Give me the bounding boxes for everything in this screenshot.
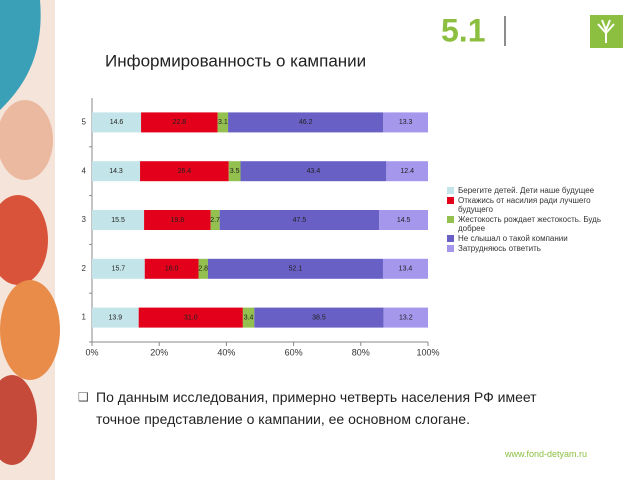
value-label: 13.2 [399, 314, 413, 321]
bar-segment [383, 112, 428, 133]
value-label: 38.5 [312, 314, 326, 321]
value-label: 52.1 [289, 266, 303, 273]
value-label: 3.1 [218, 119, 228, 126]
bar-segment [217, 112, 229, 133]
y-tick-label: 1 [82, 313, 87, 322]
bar-segment [383, 307, 428, 328]
legend-swatch [447, 216, 454, 223]
y-tick-label: 2 [82, 264, 87, 273]
x-tick-label: 80% [352, 347, 370, 357]
value-label: 16.0 [165, 266, 179, 273]
bar-segment [144, 210, 211, 230]
x-tick-label: 60% [285, 347, 303, 357]
value-label: 19.8 [171, 217, 185, 224]
legend-item: Не слышал о такой компании [447, 234, 627, 243]
value-label: 14.6 [110, 119, 124, 126]
bar-segment [92, 161, 141, 182]
legend-item: Жестокость рождает жестокость. Будь добр… [447, 215, 627, 233]
bullet-text: По данным исследования, примерно четверт… [78, 386, 576, 430]
value-label: 12.4 [400, 168, 414, 175]
legend-item: Затрудняюсь ответить [447, 244, 627, 253]
slide-number: 5.1 [441, 12, 485, 48]
legend-item: Откажись от насилия ради лучшего будущег… [447, 196, 627, 214]
legend-label: Откажись от насилия ради лучшего будущег… [458, 196, 591, 214]
legend: Берегите детей. Дети наше будущее Откажис… [447, 186, 627, 254]
value-label: 46.2 [299, 119, 313, 126]
value-label: 14.3 [109, 168, 123, 175]
value-label: 13.9 [109, 314, 123, 321]
x-tick-label: 0% [85, 347, 98, 357]
bar-segment [198, 258, 208, 279]
legend-label: Берегите детей. Дети наше будущее [458, 186, 595, 195]
bar-segment [254, 307, 384, 328]
bar-segment [92, 258, 145, 279]
value-label: 15.5 [111, 217, 125, 224]
value-label: 2.8 [198, 266, 208, 273]
legend-swatch [447, 197, 454, 204]
y-tick-label: 3 [82, 215, 87, 224]
value-label: 31.0 [184, 314, 198, 321]
footer-url: www.fond-detyam.ru [505, 449, 588, 459]
bar-segment [382, 258, 428, 279]
bar-segment [228, 112, 384, 133]
legend-label: Не слышал о такой компании [458, 234, 568, 243]
bar-segment [210, 210, 220, 230]
value-label: 22.8 [173, 119, 187, 126]
legend-label: Жестокость рождает жестокость. Будь добр… [458, 215, 601, 233]
y-tick-label: 4 [82, 166, 87, 175]
bar-segment [228, 161, 241, 182]
bar-segment [92, 210, 145, 230]
legend-label: Затрудняюсь ответить [458, 244, 541, 253]
bar-segment [207, 258, 383, 279]
legend-swatch [447, 235, 454, 242]
decor-photo [0, 0, 60, 480]
bar-segment [242, 307, 255, 328]
value-label: 15.7 [112, 266, 126, 273]
bar-segment [379, 210, 428, 230]
bar-segment [140, 161, 229, 182]
value-label: 3.5 [230, 168, 240, 175]
value-label: 13.3 [399, 119, 413, 126]
x-tick-label: 40% [217, 347, 235, 357]
legend-item: Берегите детей. Дети наше будущее [447, 186, 627, 195]
legend-swatch [447, 245, 454, 252]
bar-segment [386, 161, 428, 182]
bar-segment [92, 112, 142, 133]
bar-segment [138, 307, 243, 328]
value-label: 13.4 [399, 266, 413, 273]
bar-segment [92, 307, 139, 328]
value-label: 14.5 [397, 217, 411, 224]
legend-swatch [447, 187, 454, 194]
value-label: 43.4 [307, 168, 321, 175]
bar-segment [144, 258, 199, 279]
y-tick-label: 5 [82, 118, 87, 127]
value-label: 26.4 [178, 168, 192, 175]
x-tick-label: 100% [416, 347, 439, 357]
bar-segment [219, 210, 380, 230]
x-tick-label: 20% [150, 347, 168, 357]
bar-segment [141, 112, 218, 133]
value-label: 3.4 [244, 314, 254, 321]
chart-title: Информированность о кампании [105, 51, 366, 70]
value-label: 47.5 [293, 217, 307, 224]
bar-segment [240, 161, 387, 182]
value-label: 2.7 [210, 217, 220, 224]
